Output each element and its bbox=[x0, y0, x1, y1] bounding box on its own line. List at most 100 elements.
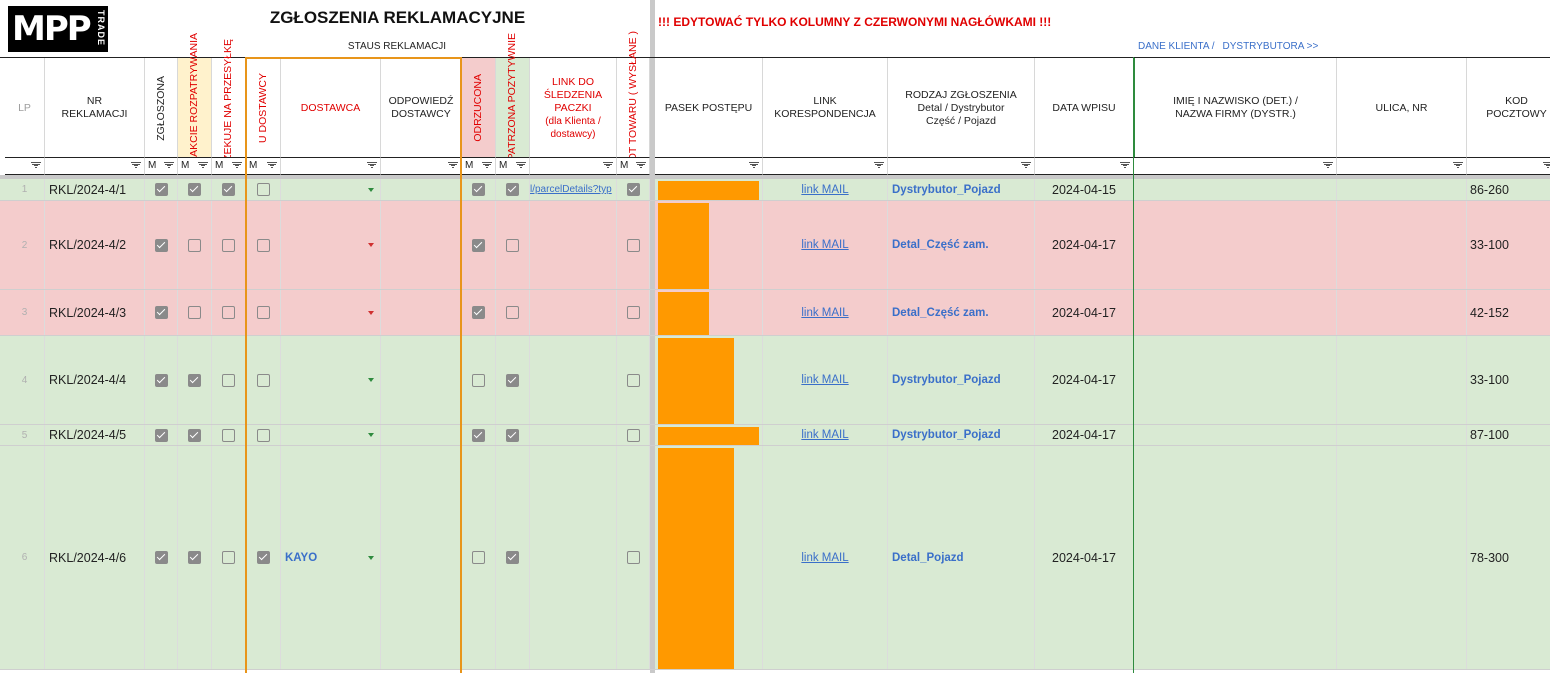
column-filter-cell[interactable]: M bbox=[496, 157, 530, 175]
rozpatrzona-checkbox[interactable] bbox=[506, 373, 519, 387]
odrzucona-checkbox[interactable] bbox=[472, 183, 485, 196]
link-paczki-cell[interactable] bbox=[530, 201, 617, 289]
filter-icon[interactable] bbox=[1453, 162, 1463, 170]
zwrot-checkbox[interactable] bbox=[626, 183, 640, 196]
odpowiedz-cell[interactable] bbox=[381, 290, 462, 335]
kod-cell[interactable]: 42-152 bbox=[1467, 290, 1550, 335]
dostawca-dropdown[interactable] bbox=[281, 201, 381, 289]
odrzucona-checkbox[interactable] bbox=[472, 306, 485, 319]
rozpatrzona-checkbox[interactable] bbox=[506, 238, 519, 252]
filter-icon[interactable] bbox=[874, 162, 884, 170]
w-trakcie-cell[interactable] bbox=[178, 336, 212, 424]
imie-cell[interactable] bbox=[1134, 425, 1337, 445]
odrzucona-cell[interactable] bbox=[462, 425, 496, 445]
zgloszona-checkbox[interactable] bbox=[154, 238, 168, 252]
zwrot-checkbox[interactable] bbox=[626, 306, 640, 319]
odrzucona-cell[interactable] bbox=[462, 446, 496, 669]
dostawca-dropdown[interactable]: KAYO bbox=[281, 446, 381, 669]
odrzucona-cell[interactable] bbox=[462, 336, 496, 424]
u-dostawcy-checkbox[interactable] bbox=[256, 238, 270, 252]
rozpatrzona-cell[interactable] bbox=[496, 446, 530, 669]
imie-cell[interactable] bbox=[1134, 336, 1337, 424]
ulica-cell[interactable] bbox=[1337, 446, 1467, 669]
link-paczki-cell[interactable] bbox=[530, 425, 617, 445]
odrzucona-checkbox[interactable] bbox=[472, 428, 485, 442]
w-trakcie-checkbox[interactable] bbox=[188, 551, 201, 564]
u-dostawcy-cell[interactable] bbox=[246, 179, 281, 200]
zgloszona-cell[interactable] bbox=[145, 425, 178, 445]
link-mail-cell[interactable]: link MAIL bbox=[763, 201, 888, 289]
zwrot-cell[interactable] bbox=[617, 290, 650, 335]
column-filter-cell[interactable]: M bbox=[212, 157, 246, 175]
link-mail-cell[interactable]: link MAIL bbox=[763, 336, 888, 424]
zgloszona-cell[interactable] bbox=[145, 336, 178, 424]
link-paczki[interactable]: l/parcelDetails?typ bbox=[530, 184, 612, 195]
odrzucona-checkbox[interactable] bbox=[472, 551, 485, 564]
kod-cell[interactable]: 33-100 bbox=[1467, 336, 1550, 424]
u-dostawcy-cell[interactable] bbox=[246, 425, 281, 445]
odpowiedz-cell[interactable] bbox=[381, 201, 462, 289]
rozpatrzona-cell[interactable] bbox=[496, 179, 530, 200]
dropdown-arrow-icon[interactable] bbox=[368, 378, 374, 382]
nr-reklamacji-cell[interactable]: RKL/2024-4/1 bbox=[45, 179, 145, 200]
zgloszona-checkbox[interactable] bbox=[154, 373, 168, 387]
filter-icon[interactable] bbox=[482, 162, 492, 170]
rozpatrzona-checkbox[interactable] bbox=[506, 183, 519, 196]
nr-reklamacji-cell[interactable]: RKL/2024-4/6 bbox=[45, 446, 145, 669]
column-filter-cell[interactable] bbox=[888, 157, 1035, 175]
zgloszona-cell[interactable] bbox=[145, 446, 178, 669]
filter-icon[interactable] bbox=[232, 162, 242, 170]
filter-icon[interactable] bbox=[198, 162, 208, 170]
zgloszona-cell[interactable] bbox=[145, 179, 178, 200]
w-trakcie-checkbox[interactable] bbox=[188, 306, 201, 319]
oczekuje-checkbox[interactable] bbox=[222, 183, 235, 196]
oczekuje-checkbox[interactable] bbox=[222, 238, 235, 252]
column-filter-cell[interactable] bbox=[381, 157, 462, 175]
ulica-cell[interactable] bbox=[1337, 425, 1467, 445]
zgloszona-checkbox[interactable] bbox=[154, 551, 168, 564]
link-mail[interactable]: link MAIL bbox=[801, 306, 849, 319]
zgloszona-cell[interactable] bbox=[145, 290, 178, 335]
u-dostawcy-cell[interactable] bbox=[246, 201, 281, 289]
column-filter-cell[interactable] bbox=[1467, 157, 1550, 175]
nr-reklamacji-cell[interactable]: RKL/2024-4/3 bbox=[45, 290, 145, 335]
column-filter-cell[interactable]: M bbox=[246, 157, 281, 175]
column-filter-cell[interactable] bbox=[1035, 157, 1134, 175]
dostawca-dropdown[interactable] bbox=[281, 290, 381, 335]
column-filter-cell[interactable] bbox=[1134, 157, 1337, 175]
oczekuje-checkbox[interactable] bbox=[222, 551, 235, 564]
column-filter-cell[interactable] bbox=[5, 157, 45, 175]
oczekuje-cell[interactable] bbox=[212, 336, 246, 424]
u-dostawcy-cell[interactable] bbox=[246, 446, 281, 669]
odrzucona-checkbox[interactable] bbox=[472, 238, 485, 252]
odpowiedz-cell[interactable] bbox=[381, 446, 462, 669]
filter-icon[interactable] bbox=[164, 162, 174, 170]
w-trakcie-checkbox[interactable] bbox=[188, 238, 201, 252]
column-filter-cell[interactable] bbox=[281, 157, 381, 175]
zgloszona-checkbox[interactable] bbox=[154, 428, 168, 442]
odrzucona-cell[interactable] bbox=[462, 201, 496, 289]
zwrot-cell[interactable] bbox=[617, 179, 650, 200]
odrzucona-checkbox[interactable] bbox=[472, 373, 485, 387]
w-trakcie-cell[interactable] bbox=[178, 179, 212, 200]
ulica-cell[interactable] bbox=[1337, 290, 1467, 335]
oczekuje-checkbox[interactable] bbox=[222, 306, 235, 319]
oczekuje-cell[interactable] bbox=[212, 446, 246, 669]
zgloszona-cell[interactable] bbox=[145, 201, 178, 289]
column-filter-cell[interactable]: M bbox=[178, 157, 212, 175]
oczekuje-cell[interactable] bbox=[212, 201, 246, 289]
kod-cell[interactable]: 33-100 bbox=[1467, 201, 1550, 289]
filter-icon[interactable] bbox=[31, 162, 41, 170]
imie-cell[interactable] bbox=[1134, 290, 1337, 335]
dostawca-dropdown[interactable] bbox=[281, 425, 381, 445]
kod-cell[interactable]: 86-260 bbox=[1467, 179, 1550, 200]
rozpatrzona-checkbox[interactable] bbox=[506, 551, 519, 564]
zwrot-checkbox[interactable] bbox=[626, 373, 640, 387]
w-trakcie-checkbox[interactable] bbox=[188, 428, 201, 442]
dropdown-arrow-icon[interactable] bbox=[368, 310, 374, 315]
filter-icon[interactable] bbox=[749, 162, 759, 170]
rozpatrzona-cell[interactable] bbox=[496, 425, 530, 445]
zwrot-checkbox[interactable] bbox=[626, 238, 640, 252]
zgloszona-checkbox[interactable] bbox=[154, 306, 168, 319]
link-mail[interactable]: link MAIL bbox=[801, 429, 849, 441]
